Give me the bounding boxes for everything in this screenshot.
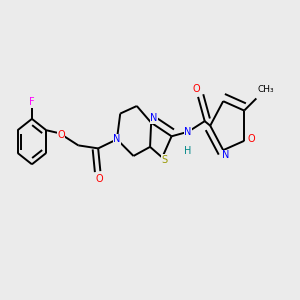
- Text: CH₃: CH₃: [258, 85, 274, 94]
- Text: H: H: [184, 146, 192, 156]
- Text: N: N: [222, 150, 229, 160]
- Text: N: N: [150, 113, 157, 124]
- Text: O: O: [247, 134, 255, 144]
- Text: F: F: [29, 97, 35, 107]
- Text: O: O: [193, 84, 200, 94]
- Text: S: S: [162, 154, 168, 165]
- Text: N: N: [113, 134, 121, 144]
- Text: N: N: [184, 127, 192, 137]
- Text: O: O: [95, 174, 103, 184]
- Text: O: O: [57, 130, 65, 140]
